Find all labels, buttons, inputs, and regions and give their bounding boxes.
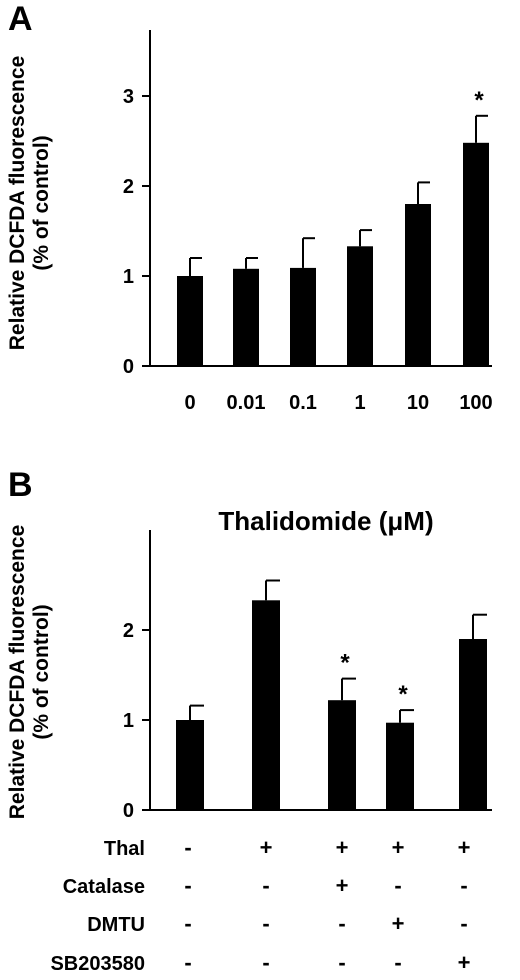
treatment-sign: +: [458, 835, 471, 860]
treatment-sign: +: [392, 835, 405, 860]
panel-b-bar: [176, 720, 204, 810]
panel-a-ytick-label: 0: [123, 356, 134, 378]
panel-a-xlabel: Thalidomide (μM): [218, 506, 433, 536]
panel-a-bar: [177, 276, 203, 366]
panel-b-ytick-label: 2: [123, 620, 134, 642]
panel-b-bar: [386, 722, 414, 810]
panel-label-b: B: [8, 466, 33, 504]
panel-b-ylabel-unit: (% of control): [30, 604, 53, 739]
treatment-sign: -: [184, 873, 191, 898]
panel-b-ytick-label: 0: [123, 800, 134, 822]
panel-a-ytick-label: 2: [123, 176, 134, 198]
treatment-sign: -: [262, 911, 269, 936]
treatment-sign: -: [262, 950, 269, 975]
treatment-row-label: DMTU: [87, 914, 145, 936]
treatment-sign: +: [336, 873, 349, 898]
panel-a-category-label: 100: [459, 392, 492, 414]
panel-a-category-label: 10: [407, 392, 429, 414]
panel-label-a: A: [8, 0, 33, 38]
panel-a-category-label: 0: [184, 392, 195, 414]
panel-b-bar: [459, 639, 487, 810]
treatment-sign: -: [184, 835, 191, 860]
panel-a-ylabel-unit: (% of control): [30, 135, 53, 270]
panel-b-significance-mark: *: [398, 681, 408, 708]
panel-a-bar: [347, 246, 373, 366]
treatment-row-label: Thal: [104, 838, 145, 860]
treatment-sign: -: [184, 911, 191, 936]
treatment-sign: +: [458, 950, 471, 975]
treatment-sign: -: [460, 873, 467, 898]
panel-b-bar: [328, 700, 356, 810]
treatment-sign: -: [394, 950, 401, 975]
panel-a-category-label: 1: [354, 392, 365, 414]
panel-b-ytick-label: 1: [123, 710, 134, 732]
treatment-row-label: SB203580: [50, 953, 145, 975]
panel-a-significance-mark: *: [474, 87, 484, 114]
treatment-sign: -: [394, 873, 401, 898]
panel-a-ylabel: Relative DCFDA fluorescence: [6, 56, 29, 350]
treatment-sign: -: [338, 950, 345, 975]
treatment-sign: -: [184, 950, 191, 975]
panel-a-bar: [290, 267, 316, 366]
treatment-sign: +: [392, 911, 405, 936]
panel-a-bar: [463, 142, 489, 366]
panel-a-bar: [405, 204, 431, 366]
panel-a-category-label: 0.1: [289, 392, 317, 414]
treatment-row-label: Catalase: [63, 876, 145, 898]
treatment-sign: -: [460, 911, 467, 936]
treatment-sign: -: [262, 873, 269, 898]
panel-a-bar: [233, 268, 259, 366]
panel-b-plot: 0 1 2 * *: [123, 530, 492, 822]
panel-a-plot: 0 1 2 3 0 0.01 0.1 1 10 * 100: [123, 30, 493, 414]
panel-b-ylabel: Relative DCFDA fluorescence: [6, 525, 29, 819]
treatment-sign: +: [336, 835, 349, 860]
treatment-table: Thal - + + + + Catalase - - + - - DMTU - - - + - SB203580 -…: [50, 835, 470, 975]
panel-b-bar: [252, 600, 280, 810]
panel-a-category-label: 0.01: [227, 392, 266, 414]
panel-a-ytick-label: 1: [123, 266, 134, 288]
panel-a-ytick-label: 3: [123, 86, 134, 108]
treatment-sign: -: [338, 911, 345, 936]
treatment-sign: +: [260, 835, 273, 860]
panel-b-significance-mark: *: [340, 650, 350, 677]
